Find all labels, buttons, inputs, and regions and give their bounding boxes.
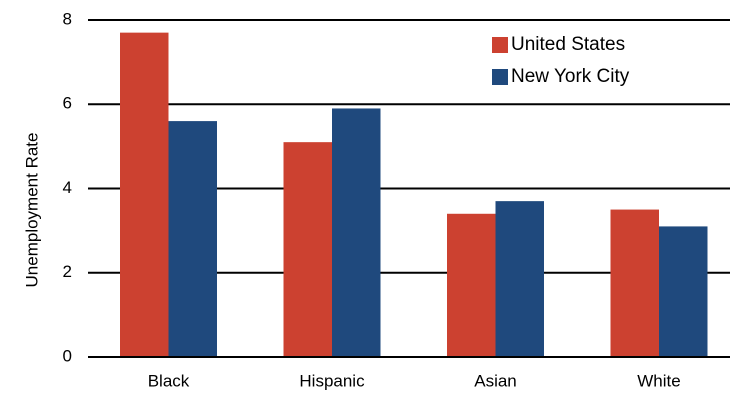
y-tick-label: 2 — [63, 262, 72, 281]
bar-white-new-york-city — [659, 226, 708, 357]
x-tick-label: White — [637, 371, 680, 390]
y-tick-label: 4 — [63, 178, 72, 197]
bar-hispanic-united-states — [283, 142, 332, 357]
legend: United States New York City — [492, 34, 630, 87]
x-tick-labels: Black Hispanic Asian White — [148, 371, 681, 390]
legend-swatch — [492, 37, 508, 53]
bar-asian-united-states — [447, 213, 496, 357]
bar-black-united-states — [120, 32, 169, 357]
legend-swatch — [492, 69, 508, 85]
legend-label: New York City — [511, 66, 630, 87]
y-tick-label: 8 — [63, 9, 72, 28]
y-axis-title: Unemployment Rate — [22, 133, 41, 288]
bar-black-new-york-city — [168, 121, 217, 357]
y-tick-label: 0 — [63, 346, 72, 365]
y-tick-labels: 0 2 4 6 8 — [63, 9, 72, 365]
legend-label: United States — [511, 34, 625, 55]
bar-asian-new-york-city — [495, 201, 544, 357]
y-tick-label: 6 — [63, 94, 72, 113]
bar-hispanic-new-york-city — [332, 108, 381, 358]
x-tick-label: Asian — [474, 371, 517, 390]
bar-white-united-states — [610, 209, 659, 357]
x-tick-label: Hispanic — [299, 371, 365, 390]
x-tick-label: Black — [148, 371, 190, 390]
bars — [120, 32, 708, 358]
